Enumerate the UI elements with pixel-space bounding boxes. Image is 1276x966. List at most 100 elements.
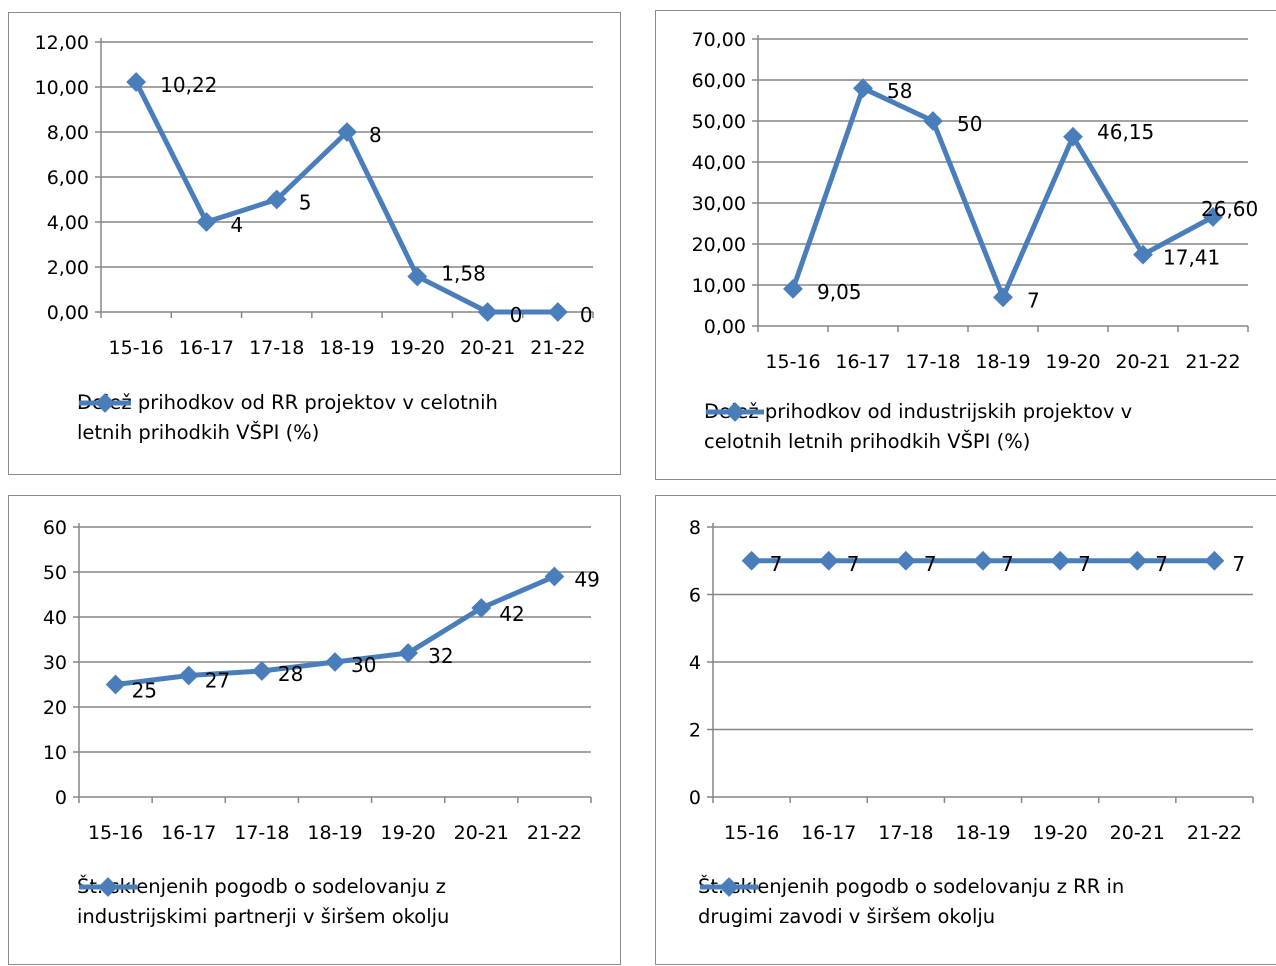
x-tick-label: 20-21: [460, 337, 515, 359]
legend-line-1: Št. sklenjenih pogodb o sodelovanju z RR…: [698, 875, 1125, 898]
chart-legend: Št. sklenjenih pogodb o sodelovanju z RR…: [698, 872, 1124, 932]
x-tick-label: 21-22: [1187, 822, 1242, 844]
x-tick-label: 21-22: [1185, 351, 1240, 373]
legend-line-2: celotnih letnih prihodkih VŠPI (%): [704, 430, 1031, 453]
legend-series-marker: [700, 877, 758, 897]
x-tick-label: 16-17: [801, 822, 856, 844]
x-tick-label: 20-21: [454, 822, 509, 844]
data-point-marker: [1204, 550, 1225, 571]
legend-line-1: Delež prihodkov od RR projektov v celotn…: [77, 391, 498, 414]
chart-panel-rr-income-share: 0,00 2,00 4,00 6,00 8,00 10,00 12,00 15-16 16-17…: [8, 12, 621, 475]
data-point-marker: [178, 665, 199, 686]
y-tick-label: 8,00: [47, 122, 89, 144]
data-label: 8: [369, 123, 382, 147]
data-label: 7: [1001, 552, 1014, 576]
y-tick-label: 8: [689, 517, 701, 539]
y-tick-label: 50: [43, 562, 67, 584]
data-label: 0: [510, 303, 523, 327]
data-label: 7: [847, 552, 860, 576]
data-point-marker: [783, 278, 803, 299]
y-tick-label: 50,00: [692, 111, 746, 133]
y-tick-label: 0,00: [47, 302, 89, 324]
chart-legend: Delež prihodkov od industrijskih projekt…: [704, 397, 1132, 457]
data-point-marker: [818, 550, 839, 571]
y-tick-label: 0,00: [704, 316, 746, 338]
y-tick-label: 70,00: [692, 29, 746, 51]
data-point-marker: [398, 643, 419, 663]
legend-line-2: industrijskimi partnerji v širšem okolju: [77, 905, 450, 928]
data-point-marker: [251, 661, 272, 681]
y-tick-label: 4,00: [47, 212, 89, 234]
chart-panel-industry-contracts: 0 10 20 30 40 50 60 15-16 16-17 17-18 18-19 19-20 20…: [8, 495, 621, 965]
data-point-marker: [196, 212, 217, 232]
y-tick-label: 10: [43, 742, 67, 764]
x-tick-label: 19-20: [390, 337, 445, 359]
y-tick-label: 2,00: [47, 257, 89, 279]
data-point-marker: [1127, 550, 1148, 571]
y-tick-label: 40: [43, 607, 67, 629]
x-tick-label: 21-22: [530, 337, 585, 359]
data-point-marker: [325, 652, 345, 672]
y-tick-label: 2: [689, 720, 701, 742]
data-point-marker: [544, 566, 565, 587]
data-point-marker: [407, 266, 428, 287]
x-tick-label: 16-17: [161, 822, 216, 844]
data-point-marker: [1063, 126, 1083, 147]
data-point-marker: [895, 550, 916, 571]
data-point-marker: [337, 122, 357, 142]
data-point-marker: [993, 287, 1013, 308]
y-tick-label: 0: [55, 787, 67, 809]
data-point-marker: [477, 302, 498, 322]
series-line: [133, 80, 558, 315]
data-point-marker: [853, 78, 873, 99]
legend-line-2: letnih prihodkih VŠPI (%): [77, 421, 320, 444]
data-label: 4: [230, 213, 243, 237]
data-point-marker: [126, 72, 147, 92]
x-tick-label: 18-19: [955, 822, 1010, 844]
y-tick-label: 12,00: [35, 32, 89, 54]
chart-panel-rr-contracts: 0 2 4 6 8 15-16 16-17 17-18 18-19 19-20 20-21 21-22…: [655, 495, 1276, 965]
y-tick-label: 0: [689, 787, 701, 809]
x-tick-label: 17-18: [249, 337, 304, 359]
y-tick-label: 60: [43, 517, 67, 539]
x-tick-label: 17-18: [878, 822, 933, 844]
data-point-marker: [741, 550, 762, 571]
data-label: 42: [499, 602, 524, 626]
data-point-marker: [1050, 550, 1071, 571]
data-label: 28: [278, 662, 303, 686]
data-point-marker: [105, 674, 126, 695]
y-tick-label: 60,00: [692, 70, 746, 92]
data-label: 17,41: [1163, 246, 1220, 270]
x-tick-label: 20-21: [1110, 822, 1165, 844]
x-tick-label: 20-21: [1115, 351, 1170, 373]
data-point-marker: [1133, 244, 1153, 265]
data-label: 49: [574, 568, 599, 592]
chart-plot: 0 10 20 30 40 50 60 15-16 16-17 17-18 18-19 19-20 20…: [43, 517, 600, 844]
y-tick-label: 10,00: [35, 77, 89, 99]
data-label: 58: [887, 79, 912, 103]
y-tick-label: 6,00: [47, 167, 89, 189]
y-tick-label: 4: [689, 652, 701, 674]
y-tick-label: 20,00: [692, 234, 746, 256]
data-label: 9,05: [817, 280, 862, 304]
y-tick-label: 40,00: [692, 152, 746, 174]
x-tick-label: 18-19: [319, 337, 374, 359]
chart-panel-industry-income-share: 0,00 10,00 20,00 30,00 40,00 50,00 60,00 70,00 1…: [655, 10, 1276, 480]
x-tick-label: 15-16: [765, 351, 820, 373]
data-point-marker: [266, 189, 287, 210]
data-label: 7: [1232, 552, 1245, 576]
data-label: 50: [957, 112, 982, 136]
chart-legend: Delež prihodkov od RR projektov v celotn…: [77, 388, 498, 448]
data-label: 7: [1027, 288, 1040, 312]
x-tick-label: 17-18: [905, 351, 960, 373]
data-label: 7: [924, 552, 937, 576]
legend-line-1: Št. sklenjenih pogodb o sodelovanju z: [77, 875, 446, 898]
data-label: 32: [428, 644, 453, 668]
data-label: 7: [770, 552, 783, 576]
legend-line-2: drugimi zavodi v širšem okolju: [698, 905, 996, 928]
legend-series-marker: [79, 877, 137, 897]
data-label: 7: [1155, 552, 1168, 576]
x-tick-label: 21-22: [527, 822, 582, 844]
data-point-marker: [547, 302, 568, 322]
data-label: 10,22: [160, 73, 217, 97]
